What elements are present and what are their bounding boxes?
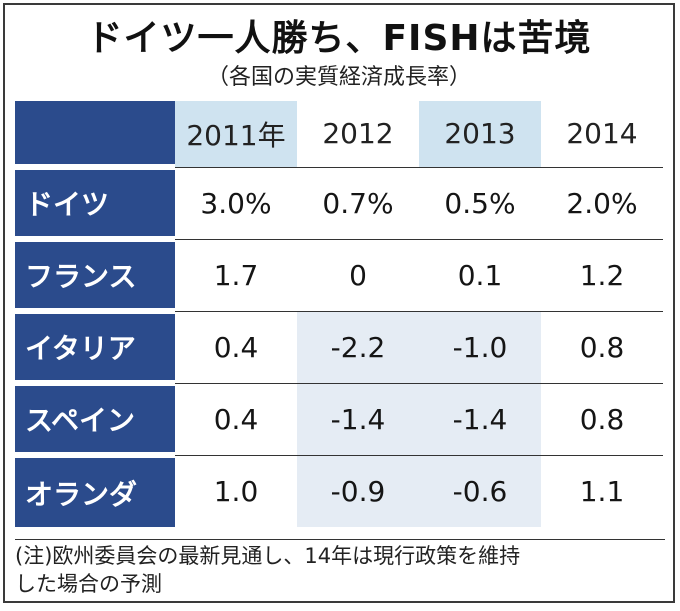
table-cell: -1.0 (419, 310, 541, 383)
table-cell: 3.0% (175, 166, 297, 239)
table-row: フランス 1.7 0 0.1 1.2 (15, 236, 663, 311)
table-cell: -0.6 (419, 454, 541, 527)
chart-title: ドイツ一人勝ち、FISHは苦境 (86, 18, 592, 59)
table-corner-cell (15, 101, 175, 167)
table-cell: 0.4 (175, 310, 297, 383)
table-cell: 1.1 (541, 454, 663, 527)
column-header-0: 2011年 (175, 101, 297, 167)
row-label-3: スペイン (15, 380, 175, 455)
table-cell: 2.0% (541, 166, 663, 239)
table-cell: -1.4 (297, 382, 419, 455)
column-header-3: 2014 (541, 101, 663, 167)
table-cell: 0.8 (541, 382, 663, 455)
row-label-1: フランス (15, 236, 175, 311)
growth-table: 2011年 2012 2013 2014 ドイツ 3.0% 0.7% 0.5% 2.0% フランス… (15, 101, 663, 527)
table-cell: 0.8 (541, 310, 663, 383)
table-cell: 0.7% (297, 166, 419, 239)
table-cell: 0 (297, 238, 419, 311)
column-header-2: 2013 (419, 101, 541, 167)
table-row: スペイン 0.4 -1.4 -1.4 0.8 (15, 380, 663, 455)
footnote: (注)欧州委員会の最新見通し、14年は現行政策を維持 した場合の予測 (15, 539, 665, 598)
table-cell: -1.4 (419, 382, 541, 455)
table-cell: 1.2 (541, 238, 663, 311)
table-cell: -2.2 (297, 310, 419, 383)
table-cell: 0.1 (419, 238, 541, 311)
chart-frame: ドイツ一人勝ち、FISHは苦境 （各国の実質経済成長率） 2011年 2012 20… (3, 3, 675, 603)
chart-subtitle: （各国の実質経済成長率） (206, 65, 471, 90)
table-cell: 1.7 (175, 238, 297, 311)
row-label-0: ドイツ (15, 164, 175, 239)
table-row: ドイツ 3.0% 0.7% 0.5% 2.0% (15, 164, 663, 239)
table-cell: -0.9 (297, 454, 419, 527)
row-label-4: オランダ (15, 452, 175, 527)
row-label-2: イタリア (15, 308, 175, 383)
table-cell: 0.4 (175, 382, 297, 455)
table-cell: 1.0 (175, 454, 297, 527)
table-cell: 0.5% (419, 166, 541, 239)
column-header-1: 2012 (297, 101, 419, 167)
table-row: オランダ 1.0 -0.9 -0.6 1.1 (15, 452, 663, 527)
footnote-line-2: した場合の予測 (15, 572, 162, 596)
table-row: イタリア 0.4 -2.2 -1.0 0.8 (15, 308, 663, 383)
table-header-row: 2011年 2012 2013 2014 (15, 101, 663, 167)
footnote-line-1: (注)欧州委員会の最新見通し、14年は現行政策を維持 (15, 544, 521, 568)
